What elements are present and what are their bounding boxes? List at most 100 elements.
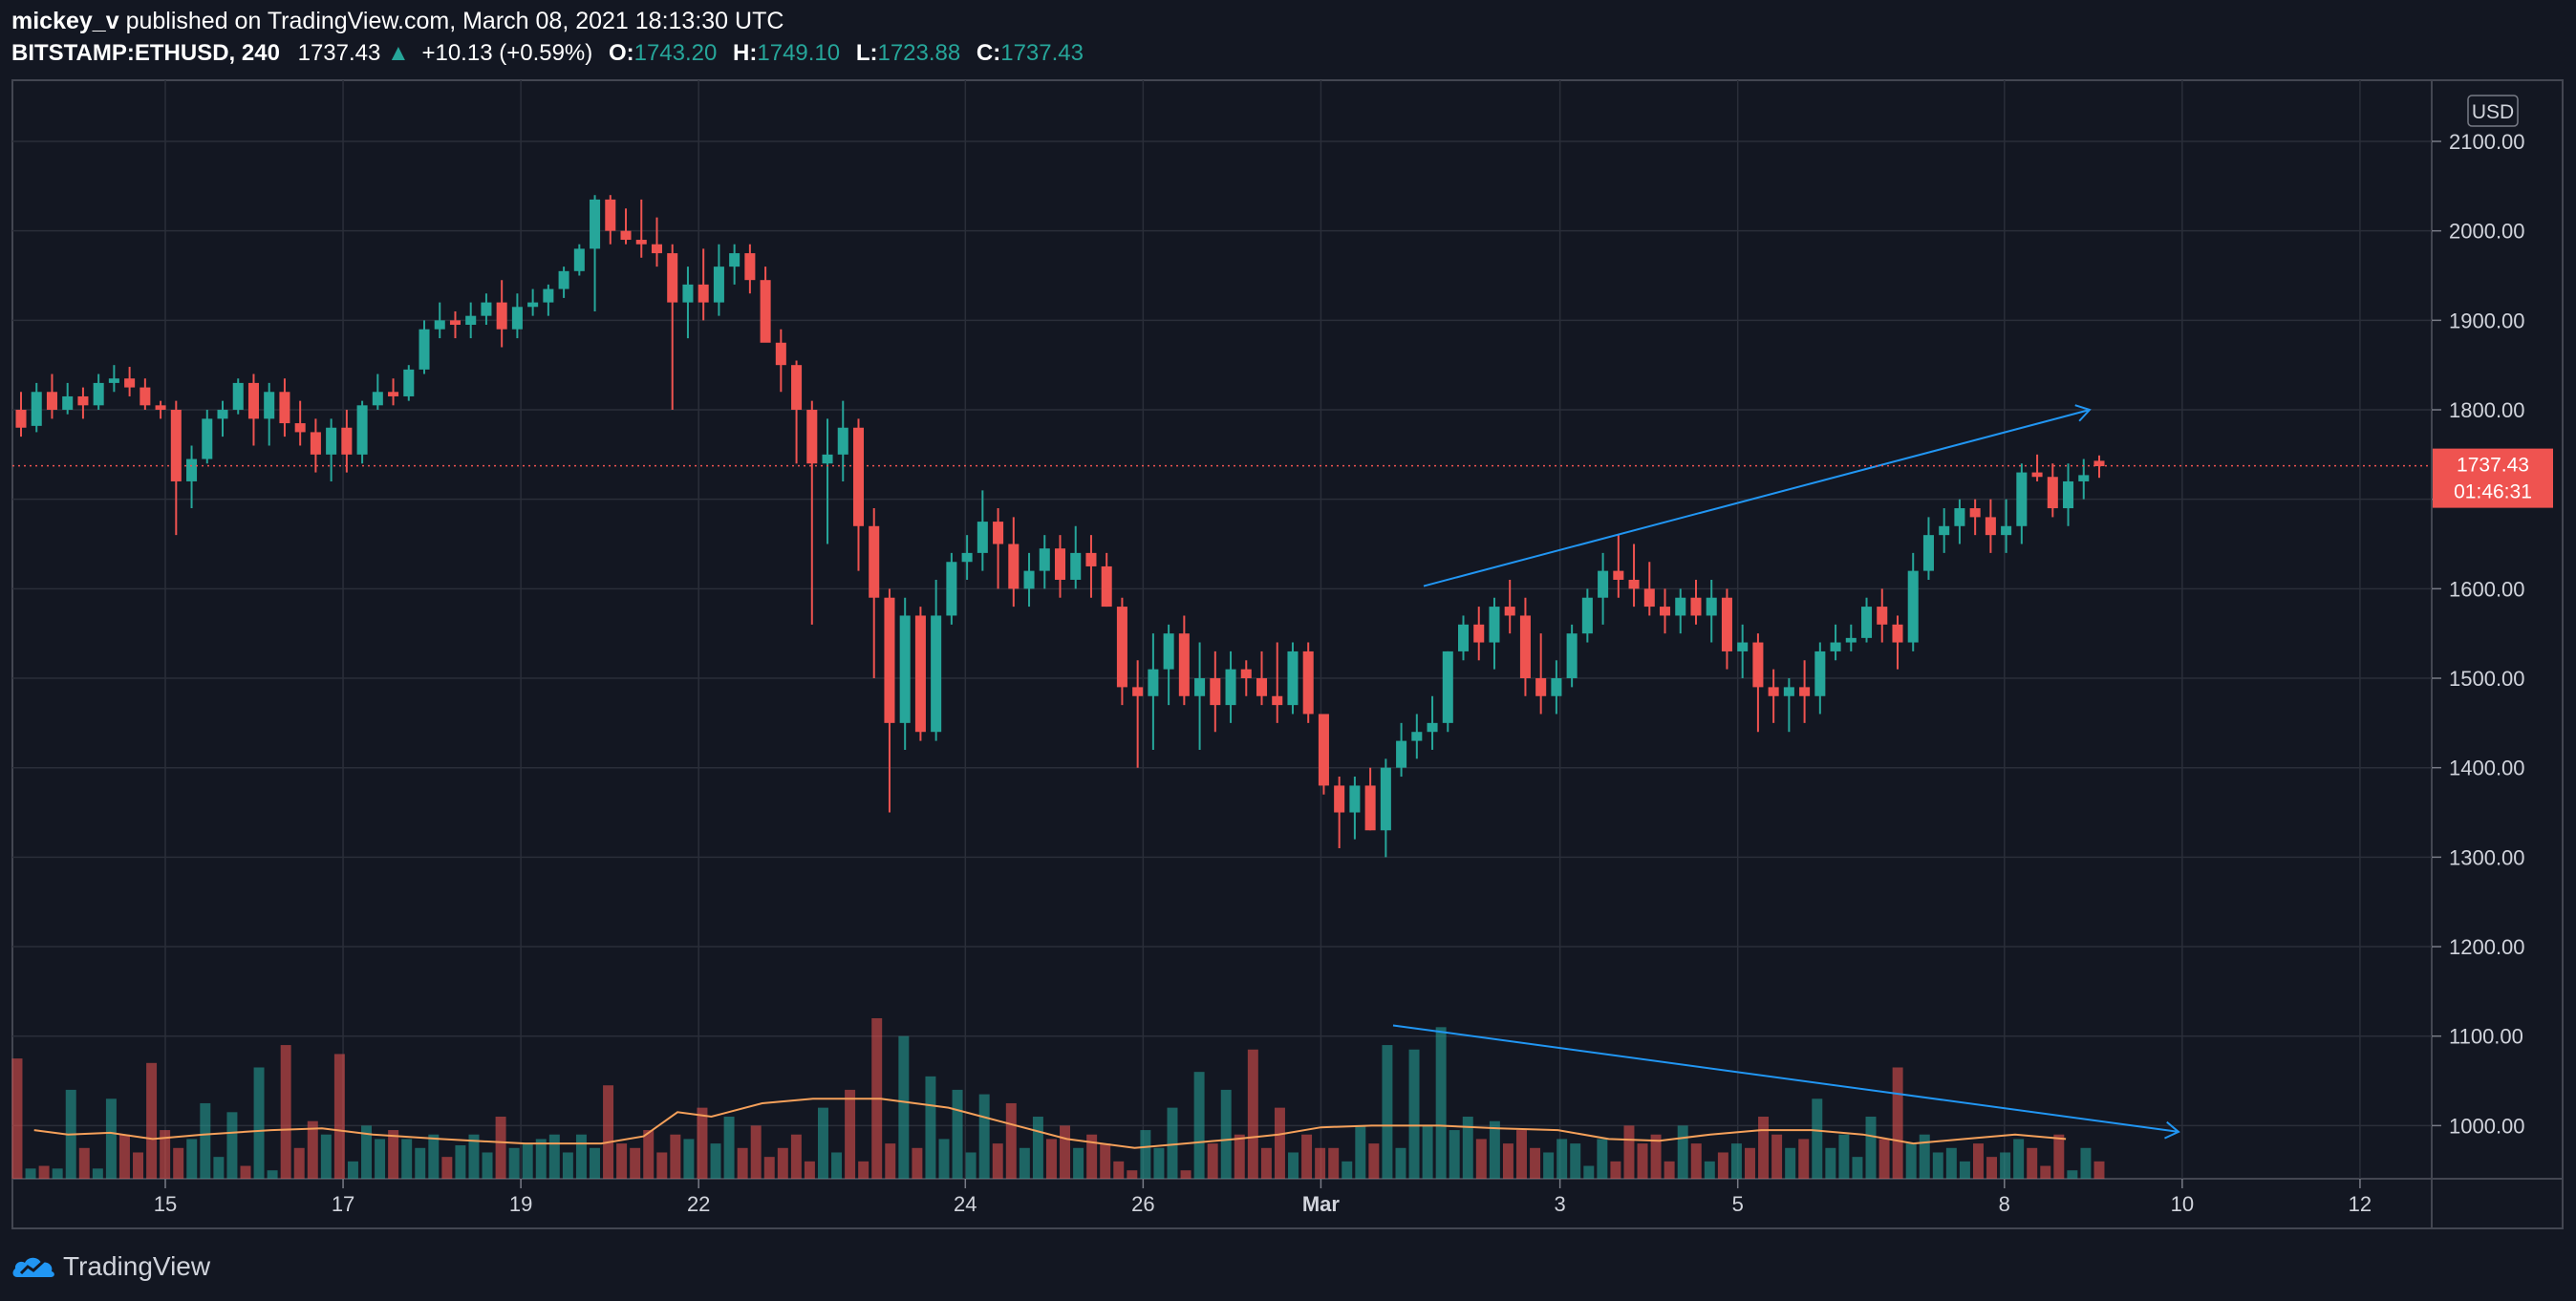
candle-body — [1489, 607, 1500, 643]
y-tick-label: 1500.00 — [2449, 667, 2525, 691]
candle-body — [1085, 552, 1097, 566]
volume-bar — [1502, 1143, 1513, 1179]
volume-bar — [118, 1134, 130, 1179]
volume-bar — [1530, 1147, 1541, 1179]
volume-bar — [428, 1134, 440, 1179]
volume-bar — [455, 1144, 466, 1179]
tradingview-logo[interactable]: TradingView — [11, 1248, 210, 1286]
candle-body — [914, 615, 926, 733]
candle-body — [1210, 678, 1221, 706]
currency-badge[interactable]: USD — [2467, 95, 2519, 127]
candle-body — [635, 240, 647, 245]
volume-bar — [723, 1117, 735, 1179]
candle-body — [931, 615, 942, 733]
volume-bar — [375, 1139, 386, 1179]
time-axis[interactable]: 15 17 19 22 24 26 Mar 3 5 8 10 12 — [154, 1179, 2372, 1216]
volume-bar — [160, 1130, 171, 1179]
volume-bar — [293, 1147, 305, 1179]
y-tick-label: 1300.00 — [2449, 845, 2525, 869]
y-tick-label: 1200.00 — [2449, 935, 2525, 959]
volume-bar — [307, 1120, 318, 1179]
candle-body — [605, 199, 616, 231]
volume-bar — [1328, 1147, 1340, 1179]
candle-body — [247, 382, 259, 419]
candle-body — [884, 597, 895, 723]
volume-bar — [643, 1130, 655, 1179]
volume-bar — [1180, 1170, 1191, 1179]
volume-bar — [1771, 1134, 1783, 1179]
footer-brand: TradingView — [63, 1251, 211, 1281]
x-tick-label: 24 — [954, 1192, 977, 1216]
volume-bar — [267, 1170, 278, 1179]
candlesticks — [15, 195, 2105, 858]
volume-bar — [2000, 1152, 2011, 1179]
candle-body — [1473, 624, 1485, 643]
volume-bar — [1570, 1143, 1581, 1179]
volume-bar — [1986, 1157, 1998, 1179]
x-tick-label: 5 — [1732, 1192, 1744, 1216]
y-tick-label: 1000.00 — [2449, 1114, 2525, 1138]
candle-body — [1427, 722, 1438, 733]
candle-body — [341, 427, 353, 455]
candle-body — [31, 392, 42, 426]
candle-body — [1737, 642, 1749, 651]
volume-bar — [1032, 1117, 1043, 1179]
symbol-name[interactable]: BITSTAMP:ETHUSD, 240 — [11, 40, 280, 66]
volume-bar — [1704, 1161, 1715, 1179]
volume-bar — [1664, 1161, 1675, 1179]
volume-bar — [1342, 1161, 1353, 1179]
publisher-name[interactable]: mickey_v — [11, 8, 119, 34]
candle-body — [729, 253, 741, 267]
volume-bar — [1140, 1130, 1151, 1179]
price-change: +10.13 (+0.59%) — [421, 40, 593, 66]
candle-body — [326, 427, 337, 455]
volume-bar — [2013, 1139, 2025, 1179]
volume-bar — [240, 1165, 251, 1179]
trend-annotations[interactable] — [1392, 404, 2180, 1140]
price-axis[interactable]: 2100.002000.001900.001800.001700.001600.… — [2432, 130, 2525, 1138]
candle-body — [434, 320, 445, 330]
volume-bar — [1852, 1157, 1863, 1179]
candle-body — [1690, 597, 1702, 616]
volume-bar — [750, 1125, 762, 1179]
volume-bar — [1207, 1143, 1218, 1179]
volume-bar — [1449, 1130, 1460, 1179]
candle-body — [1148, 669, 1159, 696]
candle-body — [1721, 597, 1732, 651]
candle-body — [822, 454, 833, 464]
candle-body — [837, 427, 848, 455]
volume-trend-arrow[interactable] — [1392, 1024, 2180, 1140]
volume-bar — [388, 1130, 399, 1179]
candle-body — [264, 392, 275, 419]
volume-bar — [885, 1143, 896, 1179]
chart-frame — [11, 79, 2564, 1229]
candle-body — [449, 320, 461, 326]
volume-ma-line — [33, 1098, 2067, 1149]
candle-body — [1194, 678, 1206, 696]
price-chart[interactable]: 2100.002000.001900.001800.001700.001600.… — [0, 0, 2576, 1242]
volume-bar — [898, 1035, 910, 1179]
price-trend-arrow[interactable] — [1423, 404, 2092, 587]
volume-bar — [1905, 1143, 1917, 1179]
volume-bar — [226, 1112, 238, 1179]
volume-bar — [535, 1139, 547, 1179]
candle-body — [2093, 460, 2105, 467]
candle-body — [946, 562, 957, 616]
candle-body — [1830, 642, 1841, 651]
volume-bar — [952, 1089, 963, 1179]
volume-bar — [1758, 1117, 1770, 1179]
candle-body — [372, 392, 383, 406]
published-text: published on TradingView.com, March 08, … — [125, 8, 784, 34]
candle-body — [744, 253, 756, 281]
up-triangle-icon: ▲ — [387, 40, 410, 66]
volume-bar — [1127, 1170, 1138, 1179]
tradingview-cloud-icon — [12, 1257, 54, 1277]
volume-bar — [965, 1152, 977, 1179]
candle-body — [1598, 570, 1609, 598]
candle-body — [1768, 687, 1779, 696]
candle-body — [1302, 650, 1314, 714]
candle-body — [1643, 588, 1655, 608]
volume-bar — [1637, 1143, 1648, 1179]
candle-body — [232, 382, 244, 411]
volume-bar — [25, 1168, 36, 1179]
